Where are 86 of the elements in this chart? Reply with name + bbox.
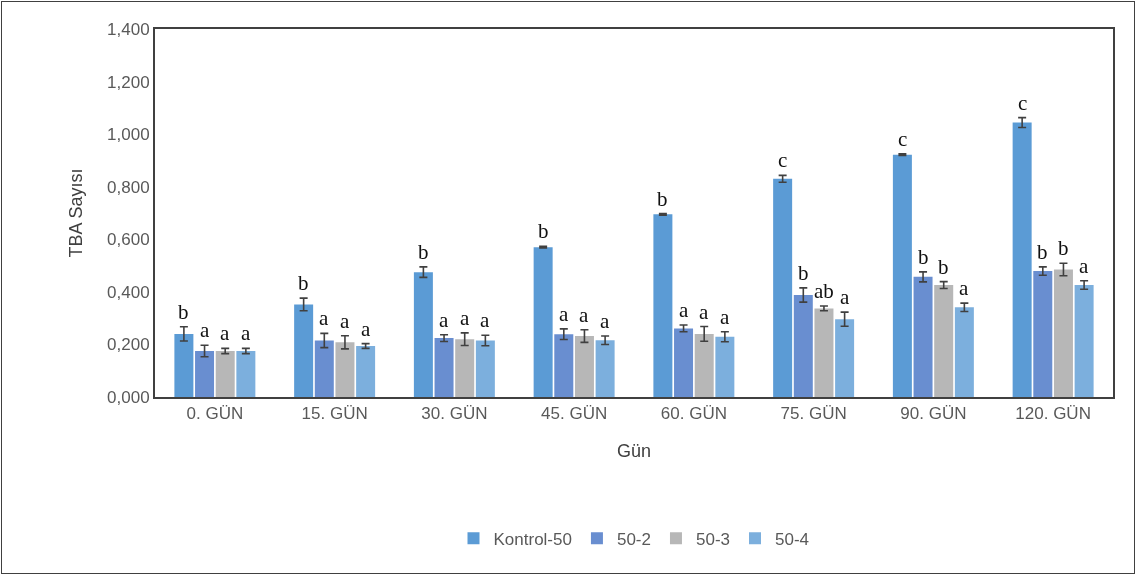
x-tick-label: 45. GÜN bbox=[541, 404, 608, 424]
bar bbox=[954, 307, 974, 397]
y-tick-label: 0,800 bbox=[107, 177, 150, 197]
data-label: a bbox=[840, 285, 850, 309]
x-tick-label: 15. GÜN bbox=[301, 404, 368, 424]
bar bbox=[1053, 269, 1073, 397]
data-label: a bbox=[200, 318, 210, 342]
bar bbox=[595, 340, 615, 397]
bar bbox=[674, 328, 694, 397]
bar bbox=[174, 333, 194, 397]
data-label: b bbox=[178, 300, 189, 324]
data-label: b bbox=[938, 255, 949, 279]
data-label: c bbox=[898, 127, 908, 151]
bar bbox=[653, 214, 673, 397]
data-label: a bbox=[579, 303, 589, 327]
data-label: b bbox=[298, 271, 309, 295]
x-tick-label: 120. GÜN bbox=[1015, 404, 1091, 424]
bar bbox=[835, 319, 855, 397]
bar bbox=[294, 304, 314, 397]
bar bbox=[1074, 285, 1094, 397]
data-label: a bbox=[340, 309, 350, 333]
data-label: a bbox=[480, 308, 490, 332]
data-label: a bbox=[241, 321, 251, 345]
data-label: a bbox=[220, 321, 230, 345]
bar bbox=[554, 334, 574, 397]
data-label: a bbox=[720, 305, 730, 329]
bar bbox=[715, 336, 735, 397]
data-label: b bbox=[1058, 236, 1069, 260]
y-tick-label: 1,400 bbox=[107, 19, 150, 39]
bar bbox=[335, 342, 355, 397]
data-label: a bbox=[699, 300, 709, 324]
x-tick-label: 0. GÜN bbox=[186, 404, 244, 424]
bar bbox=[314, 340, 334, 397]
bar bbox=[356, 346, 376, 397]
bar bbox=[934, 285, 954, 397]
bar bbox=[892, 154, 912, 397]
bar bbox=[694, 333, 714, 397]
bar bbox=[773, 178, 793, 397]
legend-label: 50-2 bbox=[616, 529, 651, 549]
data-label: ab bbox=[814, 279, 834, 303]
bar bbox=[434, 338, 454, 397]
data-label: b bbox=[798, 261, 809, 285]
y-axis-title: TBA Sayısı bbox=[65, 168, 86, 258]
x-tick-label: 90. GÜN bbox=[900, 404, 967, 424]
legend-label: 50-3 bbox=[695, 529, 730, 549]
y-tick-label: 1,200 bbox=[107, 72, 150, 92]
y-tick-label: 0,200 bbox=[107, 335, 150, 355]
x-tick-label: 60. GÜN bbox=[660, 404, 727, 424]
bar bbox=[236, 351, 256, 397]
data-label: a bbox=[319, 306, 329, 330]
bar bbox=[1012, 122, 1032, 397]
data-label: a bbox=[959, 276, 969, 300]
bar bbox=[793, 295, 813, 397]
x-tick-label: 75. GÜN bbox=[780, 404, 847, 424]
bar bbox=[574, 336, 594, 397]
x-axis-title: Gün bbox=[616, 441, 652, 461]
bar bbox=[814, 308, 834, 397]
y-tick-label: 0,600 bbox=[107, 230, 150, 250]
data-label: a bbox=[460, 306, 470, 330]
data-label: b bbox=[918, 245, 929, 269]
data-label: c bbox=[778, 148, 788, 172]
data-label: a bbox=[600, 309, 610, 333]
bar bbox=[455, 339, 475, 397]
data-label: a bbox=[559, 302, 569, 326]
y-tick-label: 1,000 bbox=[107, 125, 150, 145]
data-label: a bbox=[439, 308, 449, 332]
data-label: b bbox=[538, 219, 549, 243]
data-label: a bbox=[679, 298, 689, 322]
data-label: c bbox=[1018, 91, 1028, 115]
bar bbox=[475, 340, 495, 397]
bar bbox=[195, 351, 215, 397]
bar bbox=[913, 276, 933, 397]
y-tick-label: 0,000 bbox=[107, 387, 150, 407]
data-label: a bbox=[1079, 254, 1089, 278]
bar bbox=[215, 351, 235, 397]
bar bbox=[413, 272, 433, 397]
data-label: a bbox=[361, 317, 371, 341]
legend-label: 50-4 bbox=[775, 529, 810, 549]
bar bbox=[533, 247, 553, 397]
data-label: b bbox=[418, 240, 429, 264]
data-label: b bbox=[1037, 240, 1048, 264]
data-label: b bbox=[657, 187, 668, 211]
y-tick-label: 0,400 bbox=[107, 282, 150, 302]
legend-label: Kontrol-50 bbox=[493, 529, 572, 549]
x-tick-label: 30. GÜN bbox=[421, 404, 488, 424]
bar bbox=[1033, 271, 1053, 397]
